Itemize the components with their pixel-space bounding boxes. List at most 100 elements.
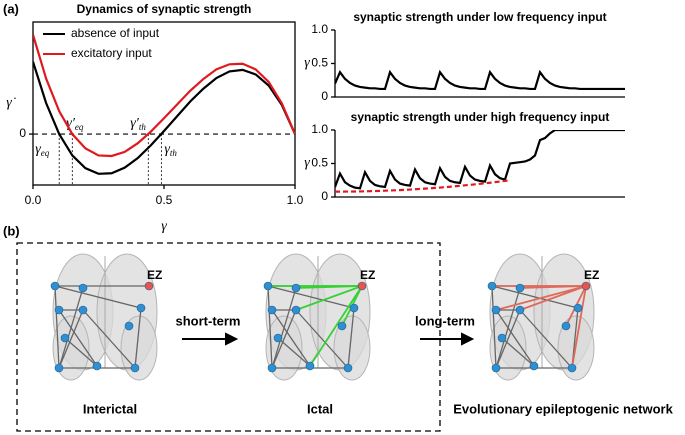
node [130,363,140,373]
panel-label: (a) [3,1,19,16]
edge [58,309,98,367]
node [567,363,577,373]
group-box [16,242,441,432]
x-tick-label: 0.5 [156,193,173,207]
network-caption: Evolutionary epileptogenic network [453,401,673,416]
edge [309,285,363,367]
edge [519,309,573,369]
brain: EZ [50,253,162,381]
edge [491,285,579,309]
brain-lobe [265,315,303,381]
arrow-label: short-term [175,313,240,328]
y-tick-label: 1.0 [311,122,328,136]
x-tick-label: 0.0 [25,193,42,207]
annotation-subscript: th [139,122,147,132]
ez-label: EZ [584,268,599,282]
series-line [335,179,511,193]
node [291,305,301,315]
edge [495,309,521,369]
ez-label: EZ [147,268,162,282]
edge [571,285,587,369]
x-axis-label: γ [161,219,167,234]
edge [134,307,142,369]
annotation: γeq [35,142,50,158]
brain: EZ [263,253,375,381]
annotation: γ′eq [66,116,84,132]
annotation: γ′th [130,116,146,132]
node [491,363,501,373]
ez-node [581,281,591,291]
node [515,283,525,293]
annotation-subscript: eq [75,122,84,132]
brain-lobe [489,315,527,381]
node [561,321,571,331]
edge [295,309,349,369]
edge [58,287,84,369]
edge [58,309,84,369]
edge [495,309,535,367]
node [136,303,146,313]
node [305,361,315,371]
panel-label: (b) [3,223,20,238]
node [497,333,507,343]
y-tick-label: 0 [321,89,328,103]
node [92,361,102,371]
node [50,281,60,291]
edge [519,285,587,311]
node [273,333,283,343]
brain-lobe [333,315,371,381]
edge [54,285,60,369]
node [78,305,88,315]
y-tick-label: 0 [321,189,328,203]
edge [491,285,497,369]
node [54,363,64,373]
network-caption: Ictal [307,401,333,416]
legend-label: excitatory input [71,46,152,60]
y-tick-label: 1.0 [311,22,328,36]
brain-lobe [120,315,158,381]
arrow-label: long-term [415,313,475,328]
edge [82,309,136,369]
chart-title: Dynamics of synaptic strength [77,2,252,16]
node [267,305,277,315]
annotation-symbol: γ [164,142,170,157]
edge [495,287,521,369]
node [491,305,501,315]
node [573,303,583,313]
y-tick-label: 0.5 [311,56,328,70]
brain-lobe [52,315,90,381]
node [263,281,273,291]
node [124,321,134,331]
y-axis-label: γ [304,56,310,71]
node [54,305,64,315]
annotation-symbol: γ [35,142,41,157]
edge [64,337,98,367]
annotation-symbol: γ′ [66,116,76,131]
series-line [335,69,625,91]
x-tick-label: 1.0 [287,193,304,207]
series-line [335,130,625,190]
brain: EZ [487,253,599,381]
y-axis-label: γ [304,156,310,171]
y-tick-label: 0 [19,126,26,140]
annotation-subscript: th [170,148,178,158]
node [267,363,277,373]
edge [54,285,142,309]
edge [501,337,535,367]
edge [271,309,311,367]
edge [495,285,587,311]
node [78,283,88,293]
legend-label: absence of input [71,26,160,40]
chart-title: synaptic strength under high frequency i… [351,110,610,124]
node [529,361,539,371]
series-line [33,34,295,158]
chart-title: synaptic strength under low frequency in… [353,10,606,24]
ez-node [357,281,367,291]
y-tick-label: 0.5 [311,156,328,170]
edge [277,337,311,367]
edge [271,309,297,369]
annotation-symbol: γ′ [130,116,140,131]
annotation-subscript: eq [41,148,50,158]
node [343,363,353,373]
